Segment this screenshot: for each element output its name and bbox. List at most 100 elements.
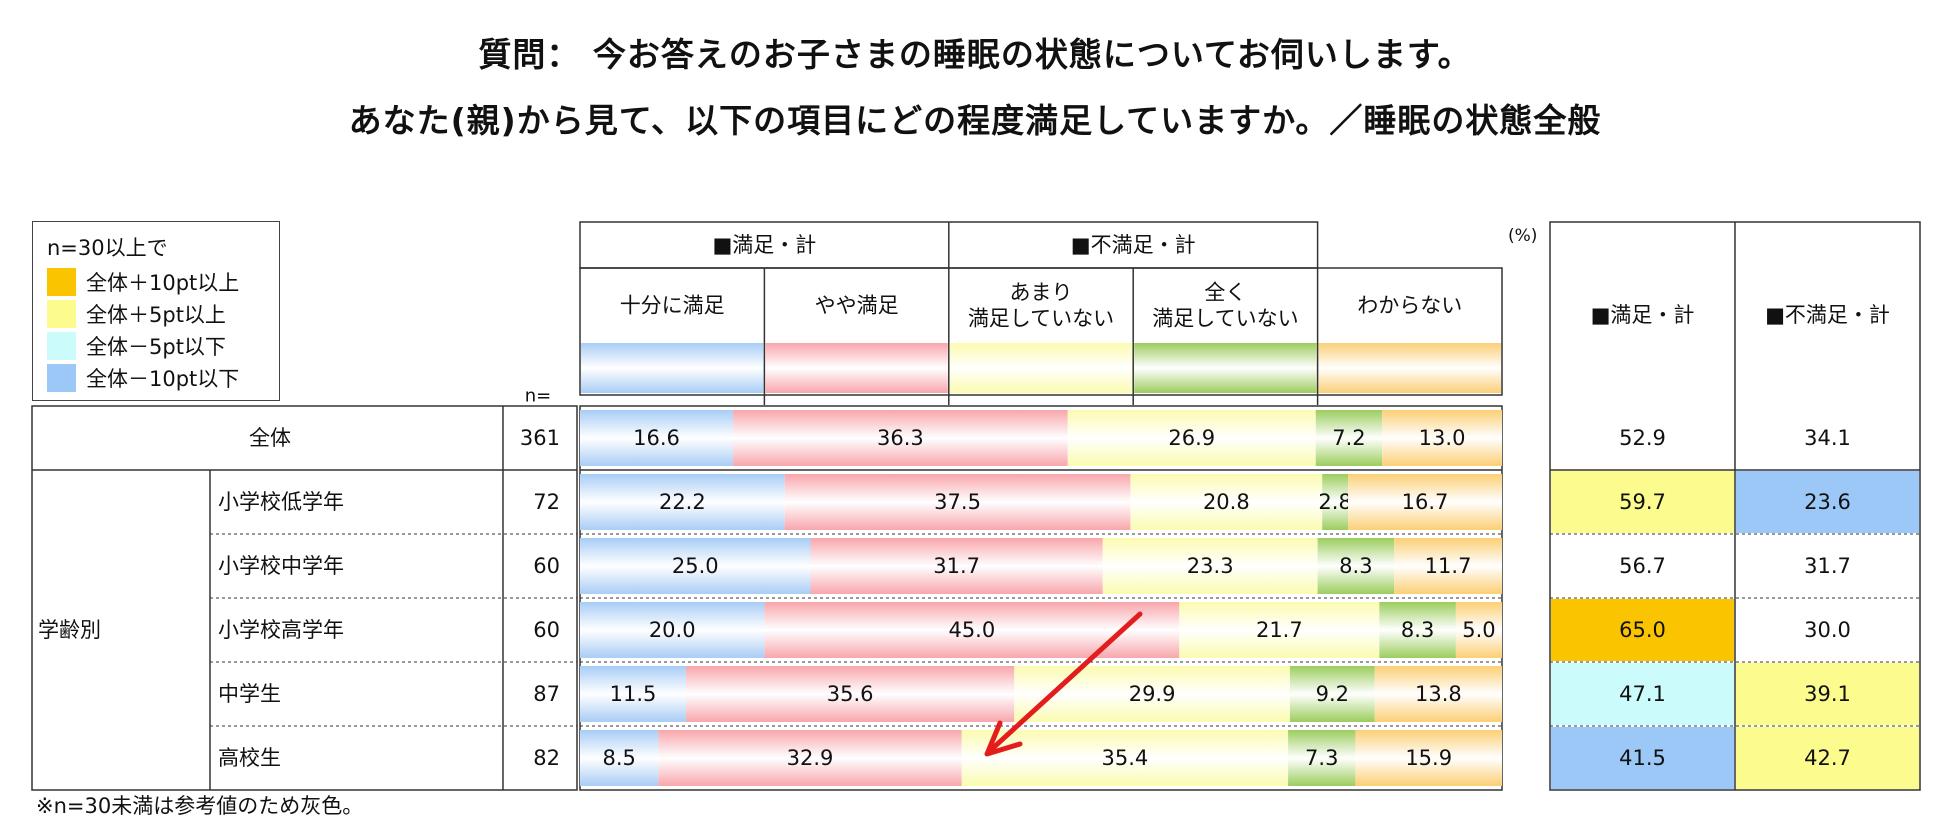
- legend-swatch: [47, 364, 76, 392]
- bar-segment: [580, 602, 765, 658]
- bar-segment: [580, 730, 659, 786]
- header-category-label: わからない: [1357, 294, 1462, 318]
- bar-value-label: 23.3: [1187, 554, 1234, 578]
- bar-value-label: 21.7: [1256, 618, 1303, 642]
- bar-value-label: 29.9: [1129, 682, 1176, 706]
- bar-segment: [733, 410, 1068, 466]
- bar-value-label: 13.8: [1415, 682, 1462, 706]
- legend: n=30以上で 全体＋10pt以上 全体＋5pt以上 全体－5pt以下 全体－1…: [32, 221, 280, 401]
- bar-segment: [658, 730, 962, 786]
- bar-value-label: 36.3: [877, 426, 924, 450]
- bar-segment: [961, 730, 1289, 786]
- summary-satisfied-value: 52.9: [1619, 426, 1666, 450]
- bar-segment: [580, 474, 785, 530]
- title-line-2: あなた(親)から見て、以下の項目にどの程度満足していますか。／睡眠の状態全般: [348, 101, 1602, 140]
- row-n: 60: [533, 618, 560, 642]
- summary-unsatisfied-value: 39.1: [1804, 682, 1851, 706]
- bar-value-label: 11.5: [610, 682, 657, 706]
- header-category-label: やや満足: [815, 294, 899, 318]
- bar-segment: [1014, 666, 1290, 722]
- row-label: 高校生: [218, 746, 281, 770]
- row-n: 87: [533, 682, 560, 706]
- bar-segment: [1348, 474, 1502, 530]
- bar-value-label: 37.5: [934, 490, 981, 514]
- summary-highlight: [1551, 727, 1734, 789]
- bar-segment: [1394, 538, 1502, 594]
- summary-highlight: [1551, 471, 1734, 533]
- group-label: 学齢別: [38, 618, 101, 642]
- bar-segment: [810, 538, 1103, 594]
- header-category-swatch: [581, 343, 764, 393]
- header-group-unsatisfied: ■不満足・計: [1071, 233, 1196, 257]
- summary-unsatisfied-value: 31.7: [1804, 554, 1851, 578]
- bar-segment: [1455, 602, 1502, 658]
- bar-value-label: 16.7: [1402, 490, 1449, 514]
- bar-segment: [580, 538, 811, 594]
- header-group-satisfied: ■満足・計: [712, 233, 816, 257]
- legend-swatch: [47, 300, 76, 328]
- legend-item: 全体－5pt以下: [47, 332, 226, 360]
- bar-value-label: 11.7: [1425, 554, 1472, 578]
- legend-swatch: [47, 268, 76, 296]
- legend-item: 全体－10pt以下: [47, 364, 239, 392]
- summary-header-unsatisfied: ■不満足・計: [1765, 303, 1890, 327]
- summary-satisfied-value: 65.0: [1619, 618, 1666, 642]
- row-n: 361: [520, 426, 560, 450]
- summary-highlight: [1736, 471, 1919, 533]
- bar-segment: [784, 474, 1131, 530]
- bar-segment: [1382, 410, 1502, 466]
- bar-value-label: 22.2: [659, 490, 706, 514]
- summary-header-satisfied: ■満足・計: [1591, 303, 1695, 327]
- header-category-label: 満足していない: [1152, 307, 1298, 331]
- bar-segment: [1355, 730, 1502, 786]
- summary-highlight: [1736, 727, 1919, 789]
- header-category-swatch: [1134, 343, 1317, 393]
- legend-label: 全体－10pt以下: [86, 367, 240, 391]
- bar-segment: [1315, 410, 1383, 466]
- annotation-arrow-head: [984, 720, 1023, 757]
- summary-satisfied-value: 59.7: [1619, 490, 1666, 514]
- bar-segment: [580, 666, 687, 722]
- row-n: 60: [533, 554, 560, 578]
- bar-segment: [1067, 410, 1316, 466]
- bar-value-label: 26.9: [1168, 426, 1215, 450]
- bar-value-label: 16.6: [633, 426, 680, 450]
- bar-value-label: 20.0: [649, 618, 696, 642]
- row-label: 全体: [249, 426, 291, 450]
- title-line-1: 質問： 今お答えのお子さまの睡眠の状態についてお伺いします。: [478, 35, 1472, 74]
- bar-value-label: 8.3: [1339, 554, 1372, 578]
- legend-heading: n=30以上で: [47, 236, 168, 260]
- annotation-arrow-shaft: [990, 611, 1143, 751]
- bar-value-label: 20.8: [1203, 490, 1250, 514]
- bar-value-label: 45.0: [948, 618, 995, 642]
- summary-unsatisfied-value: 30.0: [1804, 618, 1851, 642]
- percent-unit: (%): [1508, 226, 1538, 246]
- bar-value-label: 9.2: [1316, 682, 1349, 706]
- bar-value-label: 2.8: [1318, 490, 1351, 514]
- bar-segment: [1179, 602, 1380, 658]
- header-category-label: あまり: [1010, 281, 1073, 305]
- row-label: 小学校高学年: [218, 618, 344, 642]
- header-category-label: 満足していない: [968, 307, 1114, 331]
- bar-value-label: 7.3: [1305, 746, 1338, 770]
- bar-segment: [1288, 730, 1356, 786]
- legend-label: 全体＋10pt以上: [86, 271, 240, 295]
- header-category-swatch: [765, 343, 948, 393]
- bar-value-label: 15.9: [1405, 746, 1452, 770]
- legend-item: 全体＋10pt以上: [47, 268, 239, 296]
- header-frame: [579, 267, 1503, 396]
- header-category-label: 十分に満足: [620, 294, 725, 318]
- footnote: ※n=30未満は参考値のため灰色。: [36, 794, 364, 818]
- summary-unsatisfied-value: 42.7: [1804, 746, 1851, 770]
- bar-value-label: 25.0: [672, 554, 719, 578]
- summary-unsatisfied-value: 34.1: [1804, 426, 1851, 450]
- bar-segment: [764, 602, 1180, 658]
- bar-value-label: 5.0: [1462, 618, 1495, 642]
- summary-satisfied-value: 56.7: [1619, 554, 1666, 578]
- bar-segment: [1102, 538, 1318, 594]
- header-category-label: 全く: [1204, 281, 1246, 305]
- summary-unsatisfied-value: 23.6: [1804, 490, 1851, 514]
- summary-satisfied-value: 47.1: [1619, 682, 1666, 706]
- bar-segment: [1379, 602, 1456, 658]
